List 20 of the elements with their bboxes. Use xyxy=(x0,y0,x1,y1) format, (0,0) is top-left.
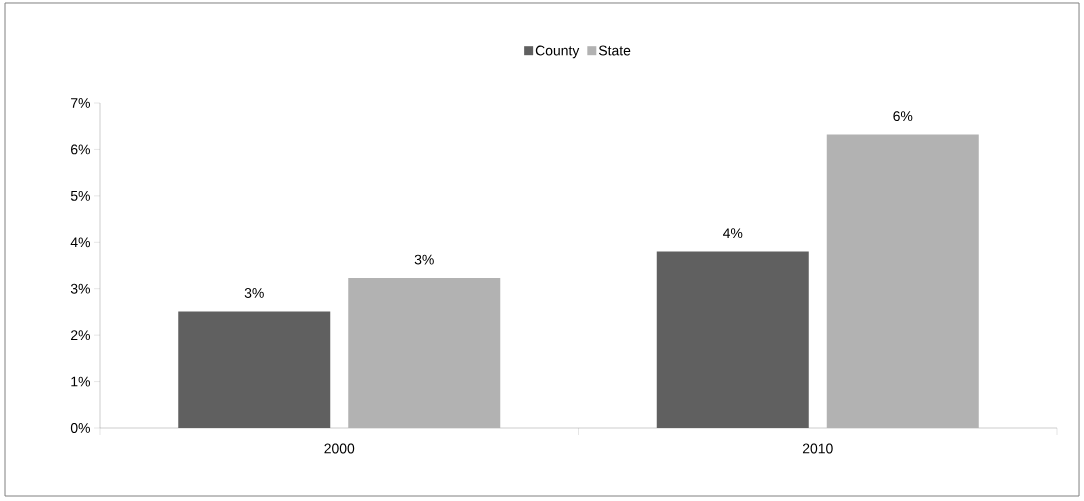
legend-label: County xyxy=(535,45,580,59)
y-tick-label: 6% xyxy=(71,144,90,155)
y-tick-label: 5% xyxy=(70,190,90,201)
data-label: 6% xyxy=(893,111,913,122)
data-label: 3% xyxy=(244,288,264,298)
legend-label: State xyxy=(598,45,631,56)
y-tick-label: 2% xyxy=(71,330,90,341)
data-label: 4% xyxy=(722,228,743,239)
x-tick-label: 2000 xyxy=(324,443,355,454)
bar xyxy=(656,251,809,428)
bar xyxy=(348,278,501,428)
data-label: 3% xyxy=(414,254,434,265)
y-tick-label: 0% xyxy=(70,423,90,433)
bar xyxy=(826,134,979,428)
y-tick-label: 3% xyxy=(70,283,90,294)
x-tick-label: 2010 xyxy=(802,443,833,454)
y-tick-label: 4% xyxy=(70,237,90,248)
y-tick-label: 1% xyxy=(71,376,90,387)
bar xyxy=(178,311,331,428)
y-tick-label: 7% xyxy=(71,98,90,108)
